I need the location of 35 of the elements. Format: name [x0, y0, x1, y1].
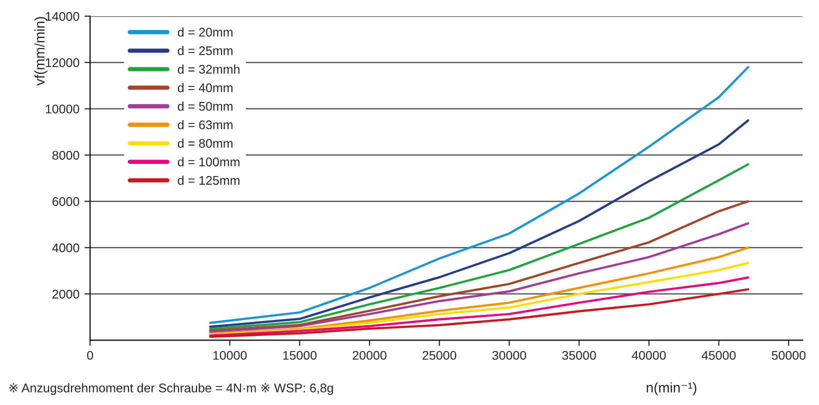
x-tick-label: 45000: [702, 350, 736, 360]
y-tick-label: 12000: [46, 58, 80, 68]
x-tick-label: 40000: [632, 350, 666, 360]
line-series: [209, 288, 750, 338]
line-series: [209, 200, 750, 332]
x-tick-label: 10000: [213, 350, 247, 360]
line-series: [209, 262, 750, 336]
legend-label: d = 80mm: [178, 138, 232, 148]
legend-label: d = 25mm: [178, 46, 232, 56]
x-tick-label: 25000: [422, 350, 456, 360]
legend-label: d = 50mm: [178, 102, 232, 111]
legend-label: d = 63mm: [178, 120, 232, 130]
legend-label: d = 100mm: [178, 157, 240, 166]
line-series: [209, 222, 750, 333]
y-tick-label: 6000: [52, 197, 80, 206]
legend-label: d = 32mmh: [178, 64, 240, 74]
x-tick-label: 0: [87, 350, 94, 360]
x-tick-label: 50000: [772, 350, 806, 360]
x-tick-label: 15000: [283, 350, 317, 360]
y-tick-label: 10000: [46, 104, 80, 114]
legend-label: d = 40mm: [178, 83, 232, 92]
y-tick-label: 4000: [52, 243, 80, 252]
y-axis-title: vf(mm/min): [34, 17, 48, 86]
x-tick-label: 35000: [562, 350, 596, 360]
y-tick-label: 14000: [46, 12, 80, 21]
line-series: [209, 246, 750, 335]
line-series: [209, 276, 750, 337]
y-tick-label: 8000: [52, 150, 80, 160]
x-tick-label: 20000: [352, 350, 386, 360]
text: ※ Anzugsdrehmoment der Schraube = 4N·m ※ WSP: 6,8g: [9, 383, 333, 395]
x-tick-label: 30000: [492, 350, 526, 360]
legend-label: d = 20mm: [178, 27, 232, 37]
y-tick-label: 2000: [52, 290, 80, 299]
x-axis-title: n(min⁻¹): [646, 382, 696, 396]
legend-label: d = 125mm: [178, 176, 240, 185]
